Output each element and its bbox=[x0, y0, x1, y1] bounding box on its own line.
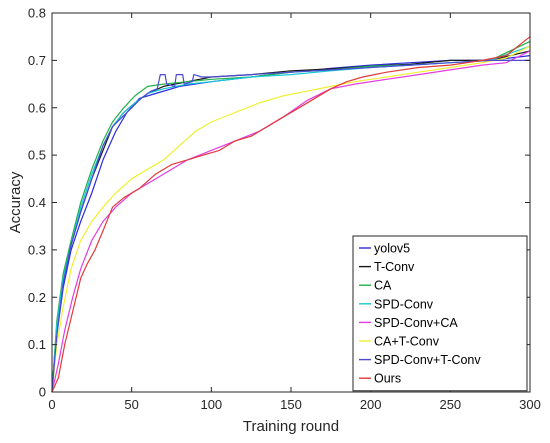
y-tick-label: 0.3 bbox=[28, 242, 46, 257]
legend-label: SPD-Conv bbox=[374, 297, 434, 311]
y-tick-label: 0.5 bbox=[28, 148, 46, 163]
series-line-7 bbox=[51, 36, 531, 393]
y-tick-label: 0.4 bbox=[28, 195, 46, 210]
series-line-5 bbox=[51, 45, 531, 393]
legend-label: CA bbox=[374, 279, 392, 293]
series-line-4 bbox=[51, 50, 531, 393]
x-tick-label: 250 bbox=[439, 397, 461, 412]
x-tick-label: 50 bbox=[124, 397, 138, 412]
x-tick-label: 0 bbox=[48, 397, 55, 412]
series-line-2 bbox=[51, 40, 531, 393]
legend-label: SPD-Conv+T-Conv bbox=[374, 353, 481, 367]
legend-box bbox=[352, 235, 528, 392]
x-tick-label: 150 bbox=[280, 397, 302, 412]
plot-lines bbox=[51, 36, 531, 393]
y-tick-label: 0.8 bbox=[28, 6, 46, 21]
y-tick-label: 0.7 bbox=[28, 53, 46, 68]
series-line-0 bbox=[51, 55, 531, 393]
legend-label: yolov5 bbox=[374, 242, 410, 256]
legend-label: CA+T-Conv bbox=[374, 335, 440, 349]
x-axis-ticks: 0 50 100 150 200 250 300 bbox=[48, 13, 541, 412]
legend: yolov5 T-Conv CA SPD-Conv SPD-Conv+CA CA+T-Co… bbox=[352, 235, 528, 392]
legend-label: Ours bbox=[374, 372, 401, 386]
x-tick-label: 300 bbox=[519, 397, 541, 412]
y-tick-label: 0.2 bbox=[28, 290, 46, 305]
x-axis-label: Training round bbox=[243, 418, 339, 435]
y-tick-label: 0.1 bbox=[28, 337, 46, 352]
y-tick-label: 0.6 bbox=[28, 100, 46, 115]
y-axis-label: Accuracy bbox=[7, 171, 24, 233]
series-line-6 bbox=[51, 59, 530, 393]
x-tick-label: 100 bbox=[200, 397, 222, 412]
legend-label: SPD-Conv+CA bbox=[374, 316, 458, 330]
y-axis-ticks: 0 0.1 0.2 0.3 0.4 0.5 0.6 0.7 0.8 bbox=[28, 6, 530, 400]
x-tick-label: 200 bbox=[360, 397, 382, 412]
legend-label: T-Conv bbox=[374, 260, 415, 274]
y-tick-label: 0 bbox=[39, 385, 46, 400]
